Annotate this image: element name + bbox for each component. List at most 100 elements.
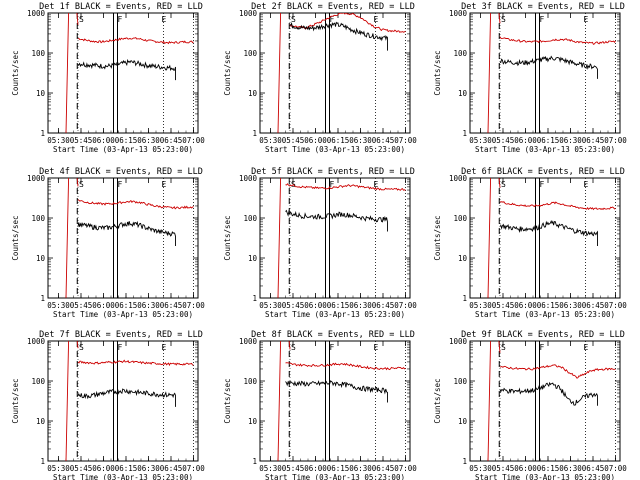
chart-panel: Det 9f BLACK = Events, RED = LLD 1 10 100 10… [433, 330, 627, 480]
plot-frame [259, 177, 411, 299]
series-lld-line [77, 359, 194, 367]
series-events-line [285, 209, 388, 232]
x-tick-label: 06:00 [92, 301, 115, 310]
x-axis-label: Start Time (03-Apr-13 05:23:00) [53, 473, 193, 480]
x-tick-label: 07:00 [604, 301, 627, 310]
chart-panel: Det 1f BLACK = Events, RED = LLD 1 10 100 10… [11, 2, 205, 154]
x-tick-label: 06:45 [372, 136, 395, 145]
x-tick-label: 07:00 [182, 136, 205, 145]
x-tick-label: 06:30 [559, 301, 582, 310]
y-axis-label: Counts/sec [11, 215, 20, 260]
x-axis-label: Start Time (03-Apr-13 05:23:00) [265, 310, 405, 319]
x-tick-label: 05:30 [259, 136, 282, 145]
x-tick-label: 07:00 [394, 464, 417, 473]
series-lld-line [78, 37, 194, 45]
x-tick-label: 05:45 [70, 464, 93, 473]
series-lld-line [499, 36, 616, 45]
spike-red [487, 13, 501, 133]
x-tick-label: 07:00 [394, 136, 417, 145]
x-tick-label: 05:45 [492, 136, 515, 145]
y-tick-label: 1000 [27, 9, 46, 18]
plot-frame [47, 12, 199, 134]
x-tick-label: 06:45 [160, 464, 183, 473]
series-events-line [499, 220, 598, 246]
series-events-line [77, 388, 176, 407]
chart-title: Det 8f BLACK = Events, RED = LLD [251, 330, 415, 340]
chart-panel: Det 6f BLACK = Events, RED = LLD 1 10 100 10… [433, 167, 627, 319]
y-tick-label: 10 [458, 254, 468, 263]
chart-panel: Det 4f BLACK = Events, RED = LLD 1 10 100 10… [11, 167, 205, 319]
x-axis-label: Start Time (03-Apr-13 05:23:00) [265, 145, 405, 154]
x-tick-label: 06:30 [349, 136, 372, 145]
series-events-line [499, 55, 598, 79]
x-tick-label: 06:30 [137, 136, 160, 145]
y-tick-label: 10 [458, 417, 468, 426]
y-tick-label: 1000 [239, 337, 258, 346]
y-tick-label: 100 [453, 214, 467, 223]
marker-label-s: S [79, 15, 84, 24]
plot-frame [469, 177, 621, 299]
x-tick-label: 05:30 [469, 301, 492, 310]
y-tick-label: 10 [458, 89, 468, 98]
series-events-line [289, 21, 388, 51]
x-tick-label: 05:45 [70, 136, 93, 145]
marker-label-f: F [540, 15, 545, 24]
y-axis-label: Counts/sec [433, 378, 442, 423]
y-tick-label: 1 [40, 129, 45, 138]
y-tick-label: 1 [462, 129, 467, 138]
y-tick-label: 100 [453, 377, 467, 386]
y-axis-label: Counts/sec [11, 50, 20, 95]
x-tick-label: 06:45 [372, 464, 395, 473]
x-tick-label: 05:30 [47, 136, 70, 145]
y-tick-label: 1 [252, 294, 257, 303]
series-lld-line [499, 364, 616, 379]
y-tick-label: 1 [40, 457, 45, 466]
chart-panel: Det 5f BLACK = Events, RED = LLD 1 10 100 10… [223, 167, 417, 319]
y-tick-label: 1 [462, 294, 467, 303]
marker-label-e: E [584, 180, 589, 189]
chart-title: Det 7f BLACK = Events, RED = LLD [39, 330, 203, 340]
x-axis-label: Start Time (03-Apr-13 05:23:00) [53, 145, 193, 154]
x-tick-label: 06:00 [514, 464, 537, 473]
x-tick-label: 06:45 [372, 301, 395, 310]
spike-red [65, 341, 79, 461]
x-axis-label: Start Time (03-Apr-13 05:23:00) [265, 473, 405, 480]
spike-red [277, 13, 282, 133]
x-tick-label: 06:30 [137, 301, 160, 310]
marker-label-s: S [291, 15, 296, 24]
x-tick-label: 05:30 [259, 301, 282, 310]
marker-label-s: S [501, 343, 506, 352]
x-tick-label: 06:30 [349, 301, 372, 310]
marker-label-f: F [118, 180, 123, 189]
x-axis-label: Start Time (03-Apr-13 05:23:00) [475, 310, 615, 319]
marker-label-s: S [501, 180, 506, 189]
chart-title: Det 6f BLACK = Events, RED = LLD [461, 167, 625, 177]
spike-red [277, 341, 291, 461]
x-tick-label: 06:00 [304, 136, 327, 145]
marker-label-f: F [540, 343, 545, 352]
marker-label-f: F [540, 180, 545, 189]
x-tick-label: 07:00 [182, 301, 205, 310]
x-tick-label: 05:45 [492, 464, 515, 473]
series-events-line [77, 220, 176, 246]
x-tick-label: 06:15 [115, 464, 138, 473]
series-events-line [285, 380, 388, 403]
y-tick-label: 1000 [27, 174, 46, 183]
chart-title: Det 3f BLACK = Events, RED = LLD [461, 2, 625, 12]
x-tick-label: 06:45 [160, 136, 183, 145]
x-tick-label: 06:30 [559, 464, 582, 473]
marker-label-f: F [118, 343, 123, 352]
x-tick-label: 05:45 [282, 301, 305, 310]
chart-title: Det 5f BLACK = Events, RED = LLD [251, 167, 415, 177]
plot-frame [47, 340, 199, 462]
y-tick-label: 1000 [239, 9, 258, 18]
marker-label-s: S [501, 15, 506, 24]
y-axis-label: Counts/sec [11, 378, 20, 423]
chart-title: Det 2f BLACK = Events, RED = LLD [251, 2, 415, 12]
y-tick-label: 10 [36, 89, 46, 98]
marker-label-e: E [374, 180, 379, 189]
x-tick-label: 06:45 [582, 464, 605, 473]
y-tick-label: 100 [31, 214, 45, 223]
x-axis-label: Start Time (03-Apr-13 05:23:00) [475, 473, 615, 480]
